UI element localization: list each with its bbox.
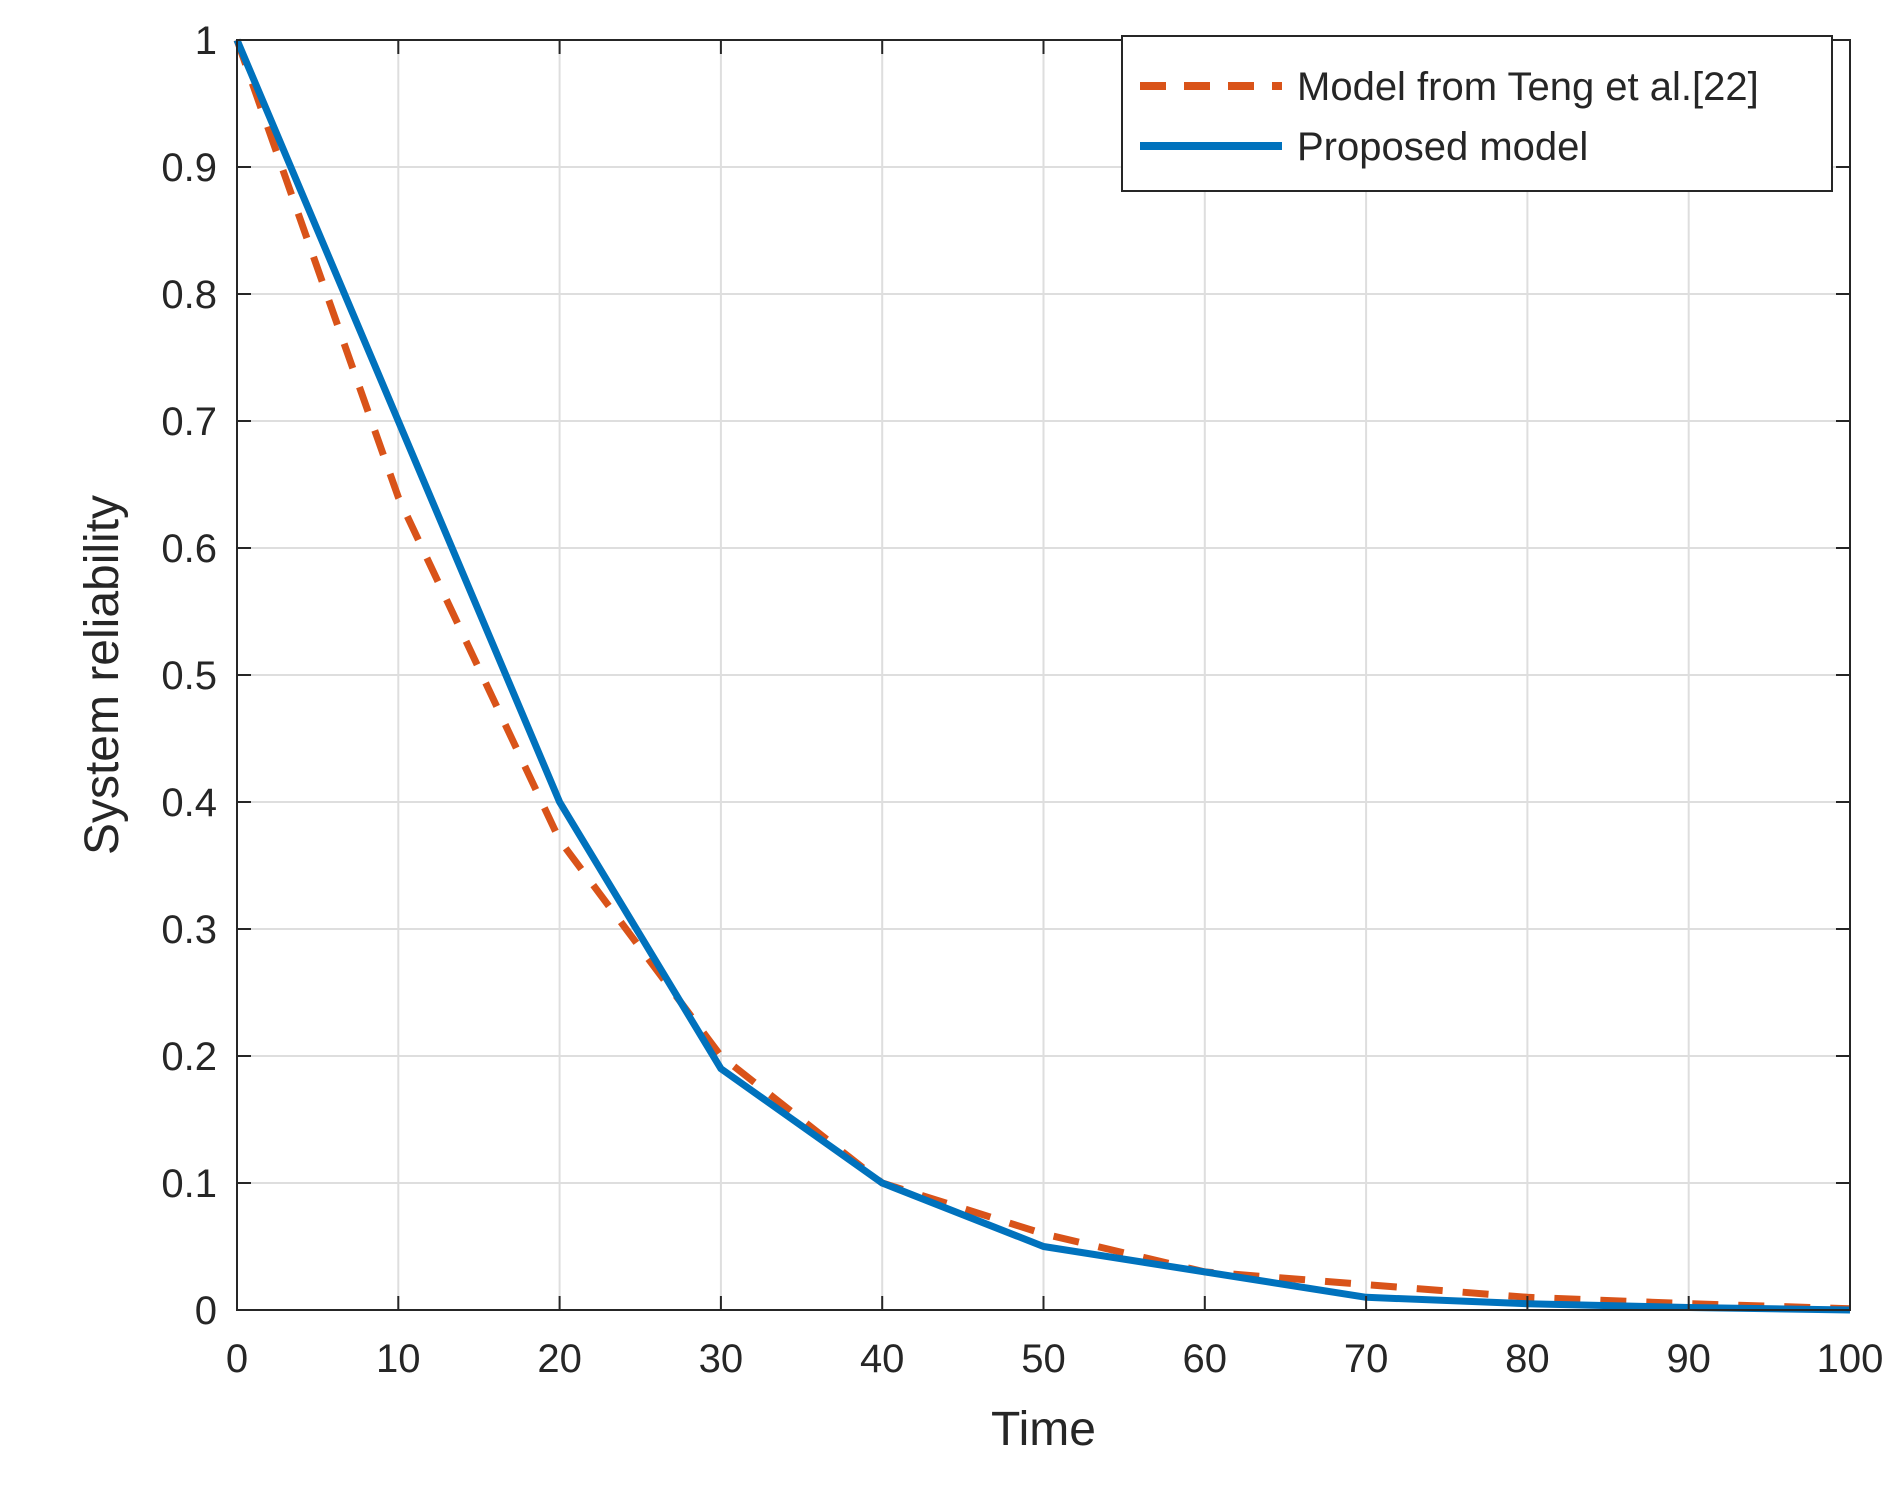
series-line-teng	[233, 38, 1851, 1313]
x-tick-label: 30	[699, 1337, 744, 1381]
y-tick-label: 0.4	[161, 781, 217, 825]
y-tick-label: 1	[195, 19, 217, 63]
y-tick-label: 0.1	[161, 1162, 217, 1206]
x-tick-label: 80	[1505, 1337, 1550, 1381]
series-line-proposed	[233, 38, 1851, 1314]
legend-box	[1121, 35, 1833, 192]
series-lines	[233, 38, 1851, 1314]
x-tick-label: 0	[226, 1337, 248, 1381]
x-tick-label: 20	[537, 1337, 582, 1381]
y-tick-label: 0.6	[161, 527, 217, 571]
legend-label-teng: Model from Teng et al.[22]	[1297, 65, 1759, 109]
y-tick-label: 0	[195, 1289, 217, 1333]
y-tick-label: 0.5	[161, 654, 217, 698]
x-tick-label: 40	[860, 1337, 905, 1381]
x-tick-label: 50	[1021, 1337, 1066, 1381]
legend: Model from Teng et al.[22] Proposed mode…	[1121, 35, 1833, 192]
x-tick-label: 60	[1183, 1337, 1228, 1381]
y-tick-label: 0.7	[161, 400, 217, 444]
y-tick-label: 0.2	[161, 1035, 217, 1079]
y-tick-labels: 0 0.1 0.2 0.3 0.4 0.5 0.6 0.7 0.8 0.9 1	[161, 19, 217, 1333]
x-axis-label: Time	[991, 1403, 1096, 1456]
y-tick-label: 0.8	[161, 273, 217, 317]
y-axis-label: System reliability	[76, 495, 129, 855]
x-tick-label: 90	[1666, 1337, 1711, 1381]
y-tick-label: 0.9	[161, 146, 217, 190]
legend-label-proposed: Proposed model	[1297, 125, 1588, 169]
x-tick-labels: 0 10 20 30 40 50 60 70 80 90 100	[226, 1337, 1884, 1381]
x-tick-label: 70	[1344, 1337, 1389, 1381]
y-tick-label: 0.3	[161, 908, 217, 952]
x-tick-label: 10	[376, 1337, 421, 1381]
x-tick-label: 100	[1817, 1337, 1884, 1381]
